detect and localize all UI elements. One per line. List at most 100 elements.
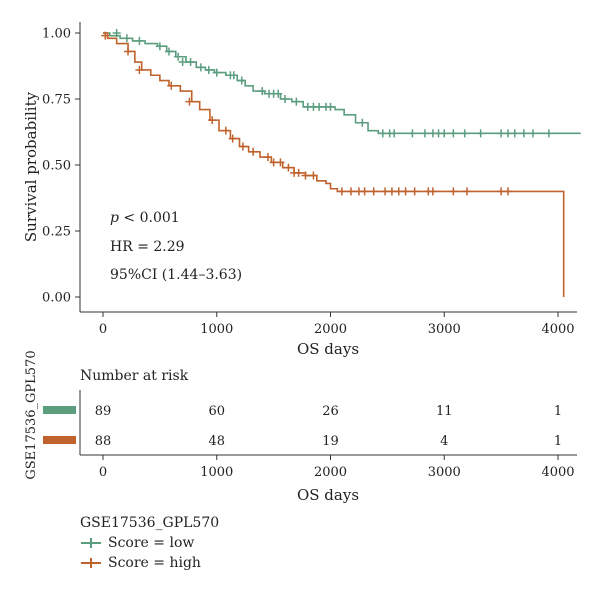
risk-stratum-key-high (43, 436, 76, 444)
censor-mark-low (196, 63, 205, 72)
risk-x-tick-label: 1000 (200, 465, 233, 480)
risk-count: 89 (95, 404, 112, 419)
risk-count: 1 (554, 404, 562, 419)
censor-mark-low (155, 42, 164, 51)
censor-mark-high (394, 187, 403, 196)
risk-table-title: Number at risk (80, 368, 189, 384)
censor-mark-low (497, 129, 506, 138)
legend-entry-high: Score = high (81, 555, 201, 571)
x-tick-label: 3000 (428, 322, 461, 337)
censor-mark-low (229, 71, 238, 80)
censor-mark-high (228, 134, 237, 143)
p-symbol: p (110, 210, 119, 226)
censor-mark-low (420, 129, 429, 138)
censor-mark-high (238, 142, 247, 151)
censor-mark-high (135, 65, 144, 74)
risk-table: Number at risk GSE17536_GPL570 89 60 26 1 1 1… (24, 350, 577, 504)
censor-mark-low (408, 129, 417, 138)
legend-key-cross (86, 538, 96, 548)
censor-mark-low (164, 47, 173, 56)
censor-mark-high (337, 187, 346, 196)
censor-mark-high (124, 47, 133, 56)
y-tick-label: 0.00 (42, 291, 71, 306)
x-tick-label: 0 (99, 322, 107, 337)
censor-mark-high (497, 187, 506, 196)
censor-mark-high (428, 187, 437, 196)
survival-curve-high (103, 32, 565, 297)
censor-mark-high (208, 116, 217, 125)
censor-mark-low (204, 65, 213, 74)
censor-mark-high (463, 187, 471, 196)
main-y-ticks: 0.00 0.25 0.50 0.75 1.00 (42, 27, 80, 306)
censor-mark-low (174, 52, 183, 61)
censor-mark-low (519, 129, 528, 138)
legend-key-cross (86, 558, 96, 568)
risk-x-tick-label: 2000 (314, 465, 347, 480)
legend-entries: Score = low Score = high (81, 535, 201, 571)
censor-mark-high (503, 187, 512, 196)
censor-mark-low (390, 129, 399, 138)
y-axis-label: Survival probability (22, 91, 40, 242)
censor-mark-low (544, 129, 553, 138)
censor-mark-high (346, 187, 355, 196)
legend-title: GSE17536_GPL570 (80, 515, 219, 531)
censor-mark-high (249, 147, 258, 156)
hr-annotation: HR = 2.29 (110, 239, 185, 255)
y-tick-label: 0.75 (42, 93, 71, 108)
legend: GSE17536_GPL570 Score = low Score = high (80, 515, 219, 571)
censor-mark-low (440, 129, 449, 138)
censor-mark-low (212, 68, 221, 77)
risk-table-group-label: GSE17536_GPL570 (24, 350, 39, 479)
censor-mark-low (503, 129, 512, 138)
risk-count: 60 (208, 404, 225, 419)
risk-x-tick-label: 3000 (428, 465, 461, 480)
censor-mark-high (381, 187, 390, 196)
censor-mark-low (135, 36, 144, 45)
censor-mark-low (449, 129, 458, 138)
censor-mark-high (276, 158, 285, 167)
survival-curve-low (103, 32, 581, 135)
censor-mark-low (315, 102, 324, 111)
censor-mark-high (410, 187, 419, 196)
censor-mark-low (460, 129, 469, 138)
x-axis-label: OS days (297, 340, 359, 358)
censor-mark-high (263, 153, 272, 162)
censor-mark-high (185, 97, 194, 106)
risk-count: 19 (322, 434, 339, 449)
censor-mark-low (510, 129, 519, 138)
censor-mark-low (358, 118, 367, 127)
censor-mark-high (269, 158, 278, 167)
risk-count: 88 (95, 434, 112, 449)
risk-count: 1 (554, 434, 562, 449)
p-value-annotation: p < 0.001 (110, 210, 180, 226)
legend-label: Score = high (108, 555, 201, 571)
censor-mark-high (294, 168, 303, 177)
risk-x-tick-label: 4000 (541, 465, 574, 480)
x-tick-label: 4000 (541, 322, 574, 337)
censor-mark-high (309, 171, 318, 180)
risk-table-strata-keys (43, 406, 76, 444)
censor-mark-high (401, 187, 410, 196)
censor-mark-low (178, 58, 187, 67)
y-tick-label: 1.00 (42, 27, 71, 42)
risk-stratum-key-low (43, 406, 76, 414)
censor-mark-low (528, 129, 537, 138)
legend-label: Score = low (108, 535, 194, 551)
x-tick-label: 2000 (314, 322, 347, 337)
censor-mark-low (274, 89, 283, 98)
censor-mark-low (258, 87, 267, 96)
censor-mark-high (387, 187, 396, 196)
censor-mark-high (449, 187, 458, 196)
risk-count: 26 (322, 404, 339, 419)
censor-mark-low (237, 76, 246, 85)
censor-mark-low (112, 29, 121, 37)
y-tick-label: 0.50 (42, 159, 71, 174)
risk-count: 48 (208, 434, 225, 449)
censor-mark-low (122, 34, 131, 43)
risk-x-tick-label: 0 (99, 465, 107, 480)
ci-annotation: 95%CI (1.44–3.63) (110, 267, 242, 283)
censor-mark-high (360, 187, 369, 196)
stats-annotations: p < 0.001 HR = 2.29 95%CI (1.44–3.63) (110, 210, 242, 283)
